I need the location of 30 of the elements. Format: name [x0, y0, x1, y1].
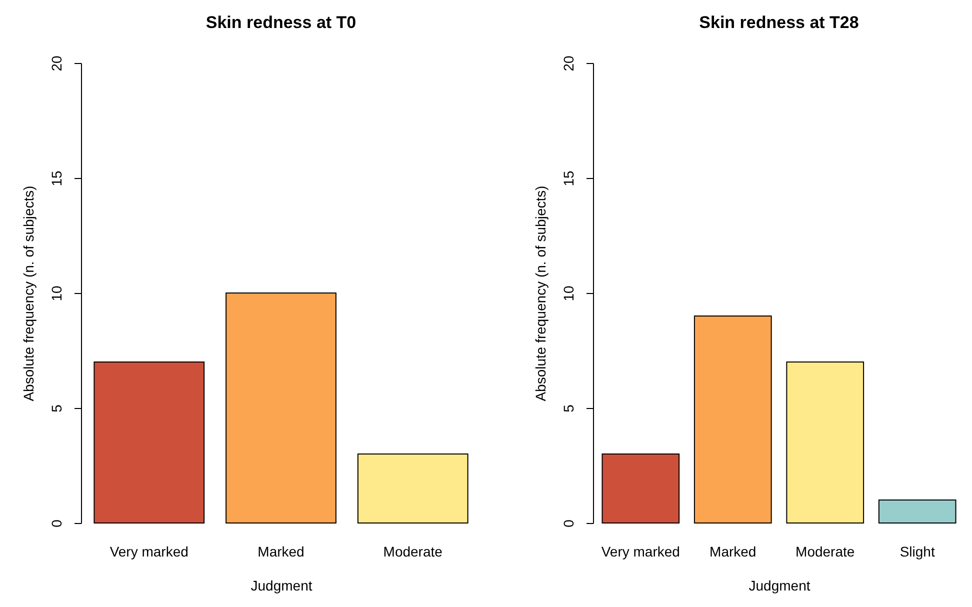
x-tick-label: Very marked: [110, 544, 188, 560]
x-tick-label: Very marked: [601, 544, 680, 560]
y-axis-title: Absolute frequency (n. of subjects): [532, 186, 548, 402]
y-tick-label: 20: [48, 56, 64, 72]
y-tick-label: 0: [48, 519, 64, 528]
bar: [694, 316, 772, 524]
x-axis-title: Judgment: [748, 578, 810, 594]
y-tick-label: 15: [48, 170, 64, 186]
bar: [786, 362, 864, 524]
bar: [878, 500, 956, 524]
x-tick-label: Marked: [258, 544, 304, 560]
bar: [357, 454, 468, 524]
x-tick-label: Slight: [900, 544, 935, 560]
x-tick-label: Moderate: [796, 544, 855, 560]
y-tick-label: 0: [560, 519, 576, 528]
chart-title: Skin redness at T28: [699, 13, 859, 32]
bar: [94, 362, 205, 524]
x-tick-label: Marked: [710, 544, 756, 560]
y-axis-title: Absolute frequency (n. of subjects): [20, 186, 36, 402]
x-tick-label: Moderate: [383, 544, 443, 560]
chart-title: Skin redness at T0: [206, 13, 356, 32]
y-tick-label: 5: [560, 404, 576, 412]
x-axis-title: Judgment: [250, 578, 312, 594]
y-tick-label: 10: [48, 286, 64, 302]
y-tick-label: 5: [48, 404, 64, 412]
bar: [602, 454, 680, 524]
y-tick-label: 10: [560, 286, 576, 302]
y-tick-label: 20: [560, 56, 576, 72]
bar: [226, 292, 336, 524]
y-tick-label: 15: [560, 170, 576, 186]
